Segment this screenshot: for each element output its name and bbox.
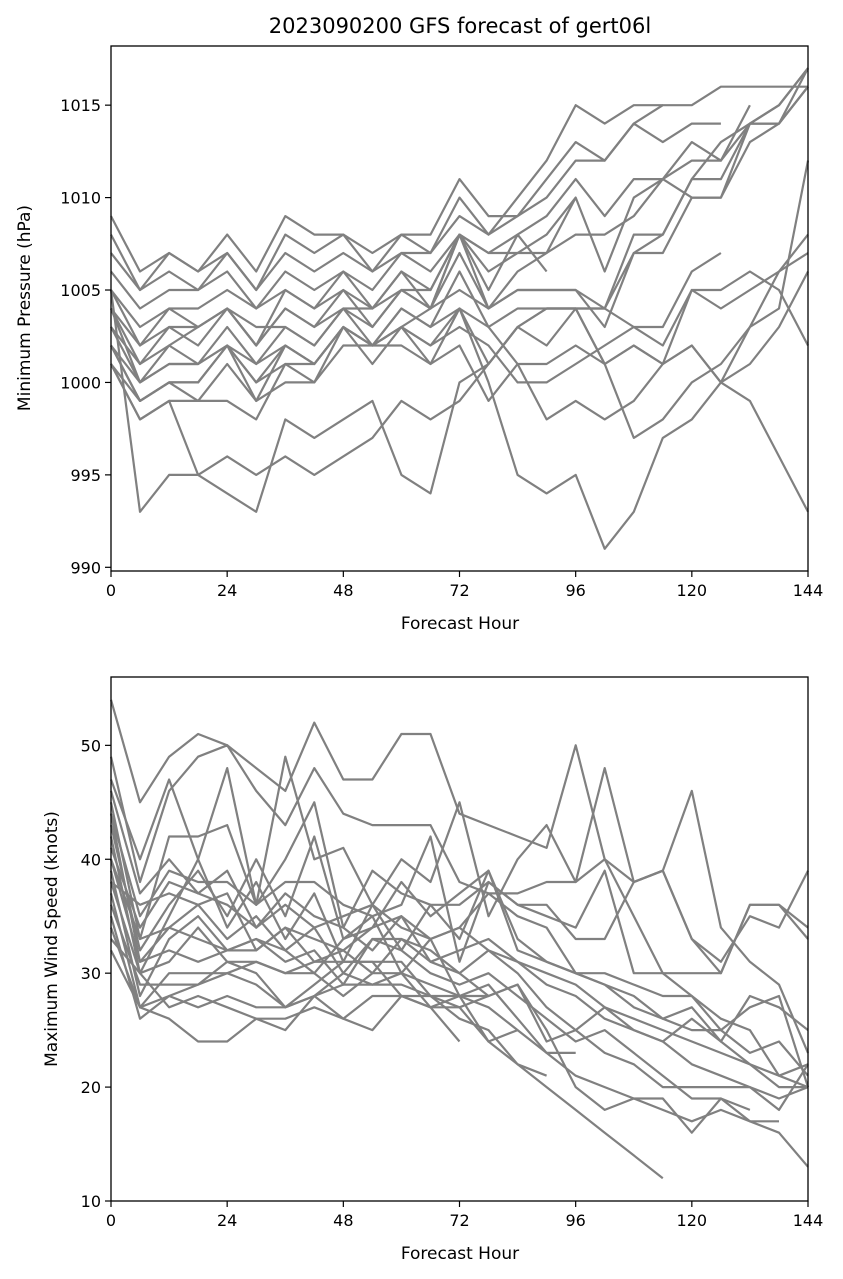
pressure-x-tick-label: 96 — [565, 581, 585, 600]
wind-series-line-4 — [109, 801, 809, 975]
wind-series-line-18 — [109, 813, 576, 1055]
pressure-series-line-9 — [110, 86, 809, 384]
pressure-x-tick-label: 48 — [333, 581, 353, 600]
pressure-x-tick-label: 144 — [793, 581, 824, 600]
pressure-series-line-3 — [110, 122, 721, 292]
wind-y-tick-label: 20 — [81, 1078, 101, 1097]
chart-title: 2023090200 GFS forecast of gert06l — [269, 14, 651, 38]
wind-series-line-6 — [109, 824, 809, 1077]
pressure-ticks: 0 24 48 72 96 120 144 990 995 1000 1005 1010 1015 — [60, 96, 823, 600]
pressure-y-axis-label: Minimum Pressure (hPa) — [15, 205, 35, 411]
wind-ticks: 0 24 48 72 96 120 144 10 20 30 40 50 — [81, 736, 824, 1230]
wind-series-line-21 — [110, 881, 809, 1089]
wind-x-tick-label: 72 — [449, 1211, 469, 1230]
pressure-series-line-13 — [110, 270, 809, 421]
pressure-x-axis-label: Forecast Hour — [401, 614, 519, 634]
pressure-series-layer — [109, 67, 810, 550]
wind-series-line-1 — [109, 699, 809, 975]
wind-series-line-16 — [110, 938, 489, 1032]
pressure-series-line-4 — [110, 104, 751, 310]
wind-y-tick-label: 30 — [81, 964, 101, 983]
pressure-series-line-17 — [110, 307, 809, 513]
pressure-series-line-6 — [110, 233, 548, 347]
pressure-series-line-18 — [109, 86, 809, 384]
pressure-y-tick-label: 1000 — [60, 373, 101, 392]
wind-y-tick-label: 50 — [81, 736, 101, 755]
pressure-chart: 0 24 48 72 96 120 144 990 995 1000 1005 1010 1015 Fo… — [15, 45, 823, 634]
pressure-x-tick-label: 72 — [449, 581, 469, 600]
wind-y-axis-label: Maximum Wind Speed (knots) — [42, 811, 62, 1067]
wind-series-layer — [109, 699, 810, 1180]
wind-x-tick-label: 96 — [565, 1211, 585, 1230]
pressure-series-line-16 — [109, 160, 810, 513]
pressure-y-tick-label: 1010 — [60, 189, 101, 208]
wind-series-line-2 — [109, 744, 810, 1054]
pressure-y-tick-label: 1005 — [60, 281, 101, 300]
pressure-series-line-15 — [110, 270, 809, 550]
wind-series-line-20 — [109, 858, 809, 1112]
pressure-x-tick-label: 120 — [677, 581, 708, 600]
wind-x-tick-label: 120 — [677, 1211, 708, 1230]
pressure-y-tick-label: 990 — [70, 558, 101, 577]
pressure-x-tick-label: 24 — [217, 581, 237, 600]
pressure-series-line-7 — [110, 197, 577, 366]
wind-x-axis-label: Forecast Hour — [401, 1244, 519, 1264]
wind-series-line-11 — [109, 881, 779, 1123]
wind-x-tick-label: 144 — [793, 1211, 824, 1230]
pressure-series-line-1 — [110, 85, 808, 273]
wind-x-tick-label: 0 — [106, 1211, 116, 1230]
wind-series-line-3 — [109, 755, 809, 963]
pressure-x-tick-label: 0 — [106, 581, 116, 600]
wind-series-line-19 — [109, 790, 809, 1043]
wind-x-tick-label: 48 — [333, 1211, 353, 1230]
wind-series-line-8 — [109, 847, 808, 1089]
wind-series-line-15 — [109, 927, 519, 1043]
wind-x-tick-label: 24 — [217, 1211, 237, 1230]
wind-series-line-12 — [109, 893, 751, 1134]
pressure-y-tick-label: 995 — [70, 466, 101, 485]
pressure-series-line-8 — [110, 67, 809, 347]
pressure-y-tick-label: 1015 — [60, 96, 101, 115]
pressure-series-line-2 — [110, 104, 663, 292]
wind-y-tick-label: 40 — [81, 850, 101, 869]
wind-y-tick-label: 10 — [81, 1192, 101, 1211]
